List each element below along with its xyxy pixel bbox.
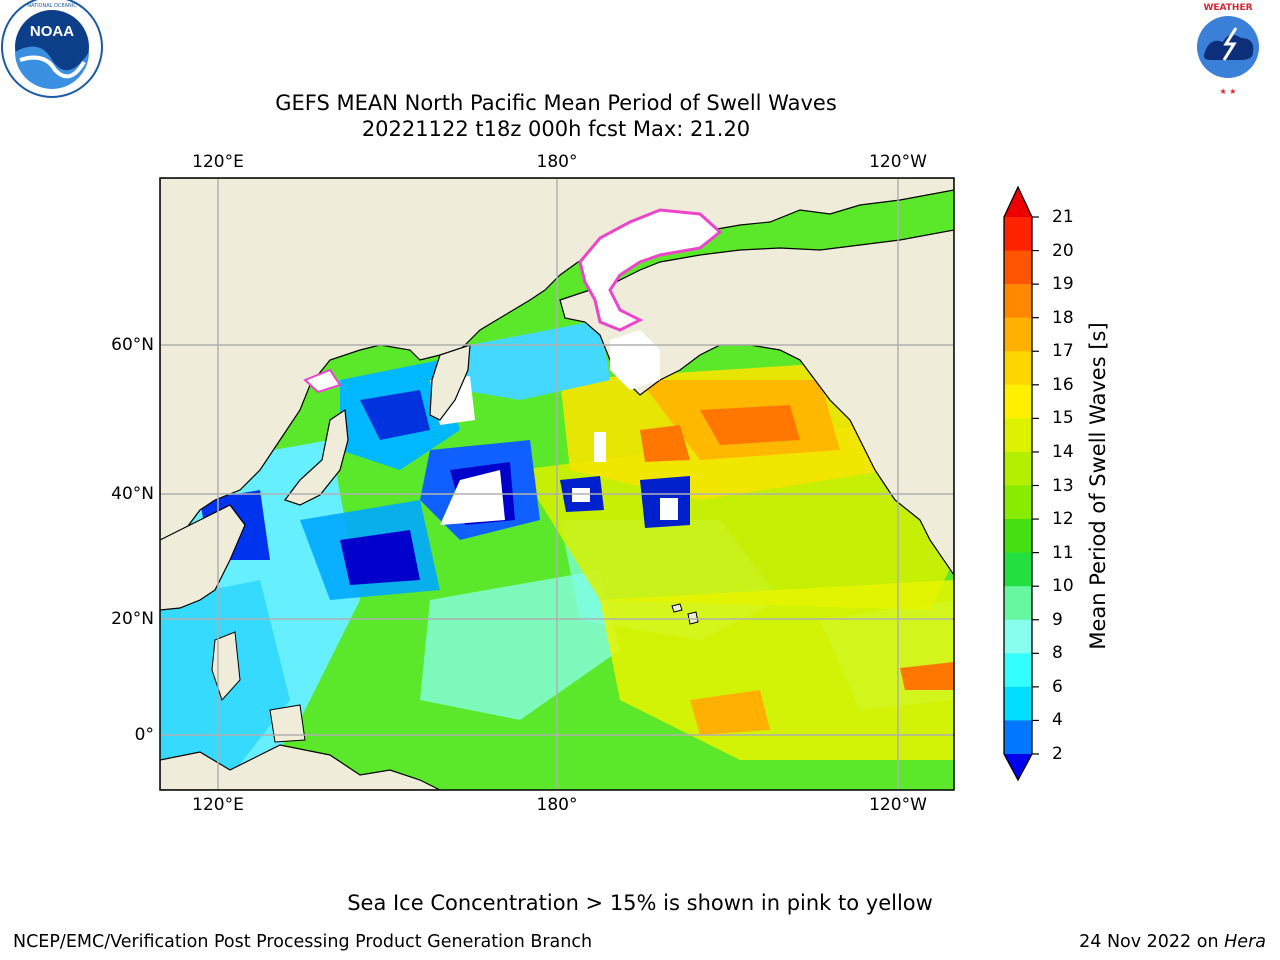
colorbar-tick-label: 2 (1052, 744, 1063, 764)
colorbar-band (1004, 284, 1032, 319)
svg-text:NOAA: NOAA (30, 23, 74, 40)
lat-tick-20n: 20°N (111, 609, 154, 629)
colorbar-band (1004, 217, 1032, 252)
colorbar-tick-label: 19 (1052, 274, 1074, 295)
colorbar-tick-label: 10 (1052, 576, 1074, 597)
land-siberia (160, 178, 954, 541)
chart-subtitle: 20221122 t18z 000h fcst Max: 21.20 (361, 117, 751, 141)
map-panel (160, 178, 954, 790)
colorbar-band (1004, 552, 1032, 587)
colorbar-tick-label: 21 (1052, 207, 1074, 227)
credit-text: NCEP/EMC/Verification Post Processing Pr… (13, 932, 593, 952)
lat-tick-60n: 60°N (111, 335, 154, 355)
colorbar-tick-label: 13 (1052, 475, 1074, 496)
colorbar-band (1004, 451, 1032, 486)
graticule (160, 178, 954, 790)
machine-name: Hera (1224, 932, 1266, 952)
sea-ice-note: Sea Ice Concentration > 15% is shown in … (347, 891, 933, 915)
colorbar-band (1004, 720, 1032, 755)
colorbar-tick-label: 11 (1052, 542, 1074, 563)
lat-tick-0: 0° (134, 725, 154, 745)
colorbar-tick-label: 17 (1052, 341, 1074, 362)
lat-tick-40n: 40°N (111, 484, 154, 504)
colorbar-band (1004, 384, 1032, 419)
colorbar-tick-label: 14 (1052, 441, 1074, 462)
land-japan (284, 408, 349, 506)
land-asia-coast (160, 504, 246, 611)
colorbar-band (1004, 250, 1032, 285)
lon-tick-top-120e: 120°E (192, 152, 244, 172)
colorbar-tick-label: 6 (1052, 676, 1063, 697)
colorbar-band (1004, 418, 1032, 453)
colorbar-band (1004, 653, 1032, 688)
noaa-logo: NOAA NATIONAL OCEANIC (1, 0, 103, 98)
colorbar-tick-label: 4 (1052, 710, 1063, 731)
colorbar (1003, 185, 1039, 782)
map-frame (159, 177, 955, 791)
colorbar-under-arrow (1004, 754, 1032, 780)
colorbar-band (1004, 351, 1032, 386)
nws-logo: WEATHER ★ ★ (1180, 0, 1276, 96)
lon-tick-bottom-120e: 120°E (192, 795, 244, 815)
svg-text:NATIONAL OCEANIC: NATIONAL OCEANIC (27, 3, 77, 9)
svg-text:★ ★: ★ ★ (1220, 87, 1237, 96)
land-maritime-se-asia (160, 744, 441, 790)
date-stamp: 24 Nov 2022 on Hera (1079, 932, 1266, 952)
date-text: 24 Nov 2022 on (1079, 932, 1219, 952)
colorbar-tick-label: 20 (1052, 240, 1074, 261)
colorbar-band (1004, 317, 1032, 352)
colorbar-band (1004, 619, 1032, 654)
colorbar-tick-label: 18 (1052, 307, 1074, 328)
land-kamchatka (429, 344, 471, 421)
colorbar-band (1004, 485, 1032, 520)
colorbar-band (1004, 686, 1032, 721)
colorbar-band (1004, 586, 1032, 621)
colorbar-tick-label: 12 (1052, 509, 1074, 530)
colorbar-tick-label: 16 (1052, 374, 1074, 395)
colorbar-tick-label: 8 (1052, 643, 1063, 664)
colorbar-tick-label: 9 (1052, 609, 1063, 630)
land-north-america (559, 229, 954, 577)
chart-title: GEFS MEAN North Pacific Mean Period of S… (275, 91, 837, 115)
lon-tick-top-180: 180° (536, 152, 578, 172)
arctic-ice (578, 208, 723, 332)
colorbar-label: Mean Period of Swell Waves [s] (1086, 322, 1110, 650)
lon-tick-bottom-120w: 120°W (869, 795, 927, 815)
lon-tick-top-120w: 120°W (869, 152, 927, 172)
colorbar-tick-label: 15 (1052, 408, 1074, 429)
lon-tick-bottom-180: 180° (536, 795, 578, 815)
colorbar-band (1004, 519, 1032, 554)
svg-text:WEATHER: WEATHER (1203, 3, 1252, 13)
colorbar-over-arrow (1004, 187, 1032, 217)
